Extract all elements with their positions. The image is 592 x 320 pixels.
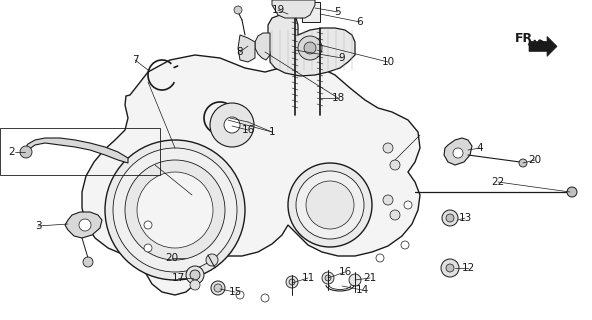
Circle shape [453,148,463,158]
Circle shape [383,143,393,153]
Text: 11: 11 [301,273,314,283]
Circle shape [446,214,454,222]
Circle shape [289,279,295,285]
Circle shape [298,6,306,14]
Circle shape [137,172,213,248]
Text: FR.: FR. [515,32,538,45]
Text: 5: 5 [334,7,342,17]
Circle shape [83,257,93,267]
Text: 3: 3 [35,221,41,231]
Text: 10: 10 [381,57,394,67]
Circle shape [294,2,310,18]
Text: 16: 16 [242,125,255,135]
Text: 22: 22 [491,177,504,187]
Text: 4: 4 [477,143,483,153]
Text: 21: 21 [363,273,377,283]
Circle shape [206,254,218,266]
Circle shape [298,36,322,60]
Text: 13: 13 [458,213,472,223]
Polygon shape [444,138,472,165]
Circle shape [190,270,200,280]
Circle shape [210,103,254,147]
Circle shape [296,171,364,239]
Circle shape [390,160,400,170]
Circle shape [322,272,334,284]
Circle shape [125,160,225,260]
Polygon shape [272,0,315,18]
Circle shape [401,241,409,249]
Circle shape [519,159,527,167]
Text: 18: 18 [332,93,345,103]
Circle shape [304,42,316,54]
Text: 1: 1 [269,127,275,137]
Text: 12: 12 [461,263,475,273]
Circle shape [404,201,412,209]
Circle shape [224,117,240,133]
Circle shape [446,264,454,272]
Polygon shape [238,35,255,62]
Circle shape [261,294,269,302]
Circle shape [214,284,222,292]
Text: 20: 20 [165,253,179,263]
Circle shape [441,259,459,277]
Circle shape [288,163,372,247]
Circle shape [20,146,32,158]
Text: 16: 16 [339,267,352,277]
Text: 7: 7 [131,55,139,65]
Circle shape [442,210,458,226]
Text: 6: 6 [357,17,363,27]
Polygon shape [25,138,128,163]
Text: 20: 20 [529,155,542,165]
Circle shape [186,266,204,284]
Text: 9: 9 [339,53,345,63]
Circle shape [144,221,152,229]
Circle shape [113,148,237,272]
Text: 15: 15 [229,287,242,297]
Circle shape [236,291,244,299]
Circle shape [286,276,298,288]
Polygon shape [255,33,270,60]
Circle shape [105,140,245,280]
Text: 8: 8 [237,47,243,57]
Text: 2: 2 [9,147,15,157]
Text: 19: 19 [271,5,285,15]
Polygon shape [529,36,557,56]
Circle shape [234,6,242,14]
Text: 17: 17 [171,273,185,283]
Circle shape [376,254,384,262]
Circle shape [349,274,361,286]
Circle shape [144,244,152,252]
Polygon shape [82,55,420,295]
Circle shape [190,280,200,290]
Circle shape [567,187,577,197]
Circle shape [79,219,91,231]
Circle shape [390,210,400,220]
Circle shape [211,281,225,295]
Polygon shape [65,212,102,238]
Text: 14: 14 [355,285,369,295]
Circle shape [306,181,354,229]
Circle shape [383,195,393,205]
Polygon shape [302,2,320,22]
Polygon shape [268,15,355,76]
Circle shape [325,275,331,281]
